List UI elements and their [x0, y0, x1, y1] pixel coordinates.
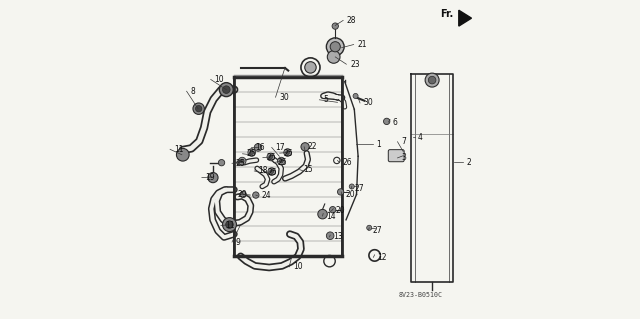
Circle shape	[279, 159, 283, 163]
Text: 18: 18	[258, 167, 268, 175]
Circle shape	[285, 151, 289, 154]
Circle shape	[220, 83, 234, 97]
Circle shape	[330, 42, 340, 52]
Circle shape	[267, 153, 275, 161]
Text: 25: 25	[284, 149, 293, 158]
Text: 8V23-B0510C: 8V23-B0510C	[399, 293, 443, 299]
Text: Fr.: Fr.	[440, 9, 453, 19]
Circle shape	[327, 50, 340, 63]
Circle shape	[240, 191, 246, 197]
Circle shape	[353, 93, 358, 99]
Text: 8: 8	[191, 87, 195, 96]
Text: 30: 30	[279, 93, 289, 102]
Circle shape	[349, 184, 355, 189]
Circle shape	[330, 206, 336, 213]
Text: 30: 30	[364, 99, 374, 108]
Circle shape	[326, 38, 344, 56]
Text: 25: 25	[236, 159, 246, 168]
Circle shape	[278, 157, 285, 165]
Circle shape	[250, 151, 253, 154]
Text: 10: 10	[293, 262, 303, 271]
Circle shape	[223, 218, 236, 232]
Text: 9: 9	[236, 238, 241, 247]
Circle shape	[318, 209, 327, 219]
FancyBboxPatch shape	[388, 150, 404, 162]
Text: 6: 6	[392, 117, 397, 127]
Text: 7: 7	[401, 137, 406, 146]
Circle shape	[268, 168, 276, 175]
Text: 20: 20	[335, 206, 345, 215]
Text: 28: 28	[347, 16, 356, 25]
Text: 12: 12	[377, 253, 387, 262]
Circle shape	[425, 73, 439, 87]
Text: 27: 27	[372, 226, 382, 234]
Circle shape	[193, 103, 204, 115]
Circle shape	[218, 160, 225, 166]
Text: 23: 23	[350, 60, 360, 69]
Text: 25: 25	[267, 153, 276, 162]
Circle shape	[305, 62, 316, 73]
Circle shape	[383, 118, 390, 124]
Text: 4: 4	[417, 133, 422, 142]
Text: 11: 11	[225, 221, 234, 230]
Circle shape	[208, 173, 218, 183]
Circle shape	[332, 23, 339, 29]
Circle shape	[269, 155, 273, 159]
Circle shape	[248, 149, 255, 156]
Polygon shape	[459, 10, 472, 26]
Text: 13: 13	[333, 233, 343, 241]
Text: 22: 22	[308, 142, 317, 151]
Text: 5: 5	[323, 95, 328, 104]
Text: 17: 17	[276, 143, 285, 152]
Text: 11: 11	[174, 145, 184, 154]
Circle shape	[284, 149, 291, 156]
Circle shape	[337, 189, 344, 195]
Text: 26: 26	[343, 158, 353, 167]
Text: 14: 14	[326, 211, 336, 220]
Circle shape	[240, 159, 244, 163]
Circle shape	[270, 170, 274, 174]
Circle shape	[367, 225, 372, 230]
Circle shape	[226, 221, 234, 228]
Text: 25: 25	[246, 149, 256, 158]
Text: 25: 25	[268, 168, 277, 177]
Text: 25: 25	[277, 158, 287, 167]
Circle shape	[253, 192, 259, 198]
Text: 2: 2	[467, 158, 472, 167]
Circle shape	[301, 143, 309, 151]
Text: 19: 19	[205, 173, 215, 182]
Circle shape	[223, 86, 230, 93]
Circle shape	[177, 148, 189, 161]
Text: 1: 1	[376, 140, 381, 149]
Text: 20: 20	[346, 190, 355, 199]
Text: 27: 27	[355, 184, 365, 193]
Circle shape	[428, 76, 436, 84]
Text: 15: 15	[303, 165, 313, 174]
Text: 10: 10	[214, 75, 224, 84]
Circle shape	[326, 232, 334, 240]
Text: 16: 16	[255, 143, 264, 152]
Text: 21: 21	[358, 40, 367, 49]
Text: 29: 29	[237, 190, 247, 199]
Circle shape	[254, 144, 262, 151]
Text: 24: 24	[261, 191, 271, 200]
Text: 3: 3	[401, 153, 406, 162]
Circle shape	[238, 157, 246, 165]
Circle shape	[195, 106, 202, 112]
